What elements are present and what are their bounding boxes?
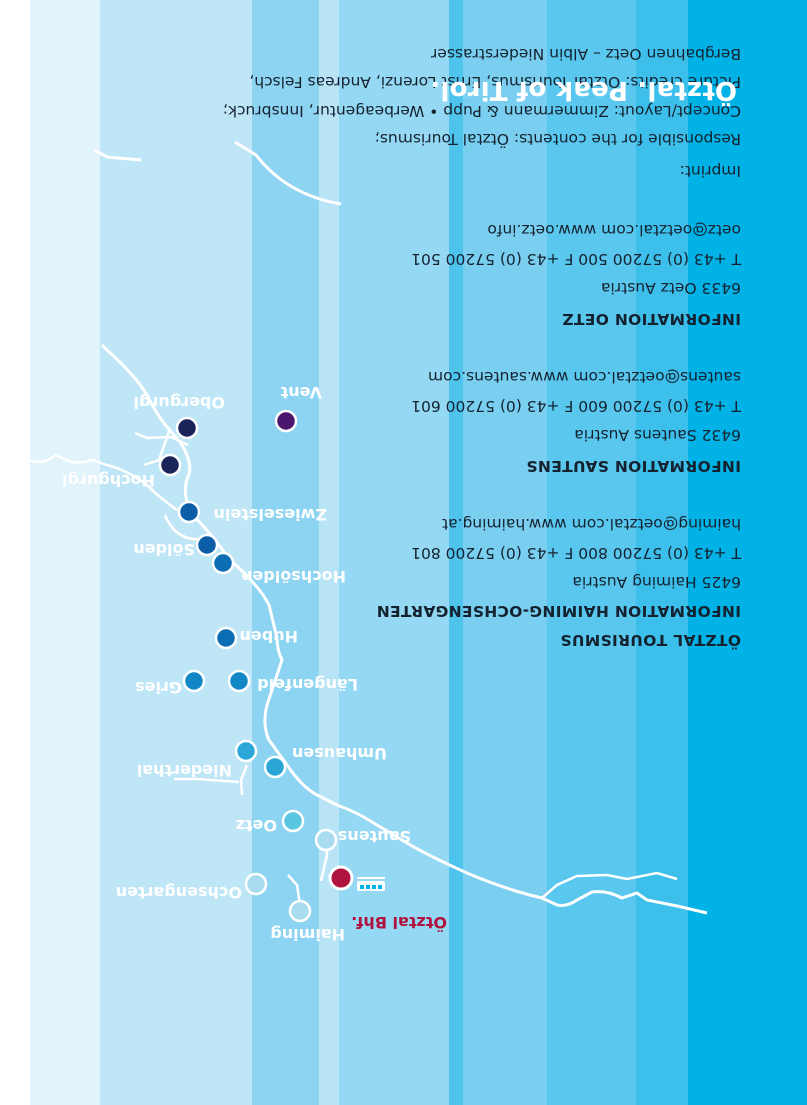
station-label: Ötztal Bhf. [351, 913, 447, 932]
label-sautens: Sautens [338, 827, 411, 846]
label-vent: Vent [280, 383, 322, 402]
place-dot [175, 416, 199, 440]
place-dot [158, 453, 182, 477]
place-dot [281, 809, 305, 833]
place-dot [195, 533, 219, 557]
place-dot [182, 669, 206, 693]
river-line [234, 140, 342, 206]
river-line [93, 148, 142, 162]
place-dot [211, 551, 235, 575]
river-line [541, 890, 708, 915]
place-dot [244, 872, 268, 896]
label-haiming: Haiming [270, 925, 345, 944]
label-hochgurgl: Hochgurgl [62, 471, 155, 490]
river-line [541, 871, 678, 899]
label-hochsoelden: Hochsölden [241, 567, 346, 586]
label-laengenfeld: Längenfeld [257, 675, 358, 694]
river-main [100, 343, 543, 900]
label-ochsengarten: Ochsengarten [116, 883, 242, 902]
label-huben: Huben [240, 627, 298, 646]
label-umhausen: Umhausen [292, 744, 387, 763]
place-dot [314, 828, 338, 852]
label-niederthai: Niederthai [137, 761, 232, 780]
place-dot [177, 500, 201, 524]
place-dot [288, 899, 312, 923]
station-dot [328, 865, 354, 891]
place-dot [214, 626, 238, 650]
river-line [0, 453, 190, 519]
label-oetz: Oetz [236, 816, 277, 835]
label-obergurgl: Obergurgl [134, 393, 225, 412]
label-soelden: Sölden [133, 540, 195, 559]
place-dot [274, 409, 298, 433]
river-line [239, 764, 249, 796]
label-zwieselstein: Zwieselstein [214, 505, 327, 524]
place-dot [263, 755, 287, 779]
river-line [174, 777, 240, 784]
place-dot [234, 739, 258, 763]
train-icon [357, 877, 385, 891]
river-line [143, 427, 172, 467]
label-gries: Gries [135, 678, 182, 697]
place-dot [227, 669, 251, 693]
